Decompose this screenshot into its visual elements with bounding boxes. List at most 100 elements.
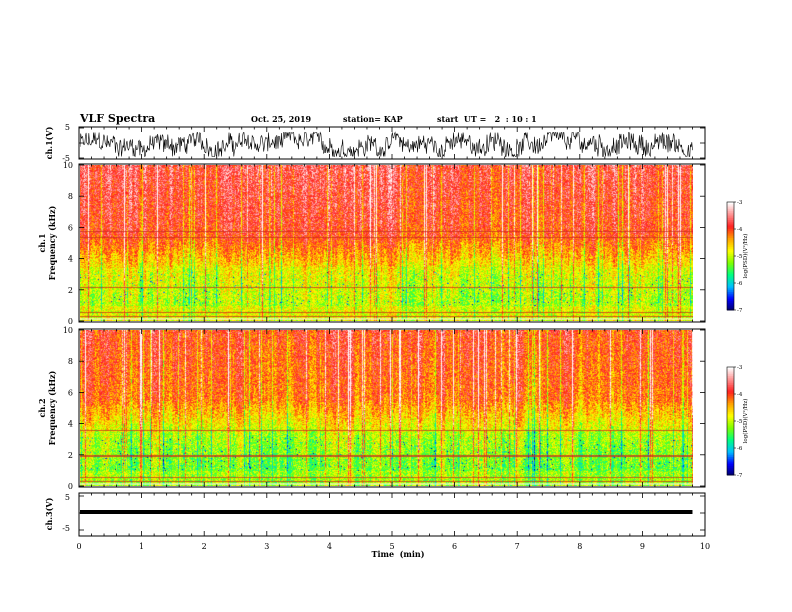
colorbar-tick-label: -5 [737, 254, 743, 260]
colorbar-tick-label: -5 [737, 419, 743, 425]
colorbar-swatch [727, 410, 734, 413]
colorbar-swatch [727, 401, 734, 404]
colorbar-swatch [727, 257, 734, 261]
colorbar-swatch [727, 214, 734, 217]
x-tick-label: 8 [577, 542, 582, 551]
colorbar-swatch [727, 424, 734, 427]
colorbar-swatch [727, 381, 734, 384]
y-tick-label: 10 [63, 326, 73, 335]
ch2-spectrogram-ylabel-frequency: Frequency (kHz) [47, 370, 57, 445]
colorbar-swatch [727, 449, 734, 453]
colorbar-swatch [727, 203, 734, 207]
colorbar-tick-label: -3 [737, 200, 743, 206]
colorbar-swatch [727, 297, 734, 300]
ch1-waveform-trace [80, 131, 693, 158]
colorbar-swatch [727, 304, 734, 307]
colorbar-swatch [727, 205, 734, 208]
colorbar-swatch [727, 377, 734, 381]
colorbar-tick-label: -3 [737, 365, 743, 371]
colorbar-swatch [727, 266, 734, 270]
colorbar-swatch [727, 374, 734, 377]
colorbar-swatch [727, 284, 734, 288]
colorbar-swatch [727, 392, 734, 395]
colorbar-swatch [727, 457, 734, 460]
colorbar-swatch [727, 467, 734, 471]
colorbar-swatch [727, 383, 734, 386]
colorbar-swatch [727, 277, 734, 280]
colorbar-swatch [727, 218, 734, 221]
ch3-ytick-bottom: -5 [62, 524, 70, 533]
colorbar-swatch [727, 417, 734, 420]
colorbar-swatch [727, 413, 734, 417]
colorbar-swatch [727, 421, 734, 424]
colorbar-swatch [727, 256, 734, 259]
colorbar-swatch [727, 211, 734, 214]
ch1-spectrogram-image [80, 165, 693, 321]
ch1-spectrogram-ylabel-channel: ch.1 [37, 233, 47, 252]
ch1-spectrogram-ylabel-frequency: Frequency (kHz) [47, 205, 57, 280]
colorbar-swatch [727, 446, 734, 449]
colorbar-swatch [727, 227, 734, 230]
colorbar-swatch [727, 301, 734, 304]
x-tick-label: 4 [327, 542, 332, 551]
colorbar-swatch [727, 376, 734, 379]
colorbar-swatch [727, 263, 734, 266]
colorbar-swatch [727, 220, 734, 223]
y-tick-label: 6 [68, 388, 73, 397]
ch2-colorbar: -3 -4 -5 -6 -7 log(PSD)(V²/Hz) [726, 365, 749, 479]
figure-title: VLF Spectra [79, 112, 155, 125]
ch1-waveform-path [80, 131, 693, 158]
ch1-spectrogram-panel: 0 2 4 6 8 10 ch.1 Frequency (kHz) [37, 161, 706, 326]
y-tick-label: 8 [68, 192, 73, 201]
colorbar-swatch [727, 259, 734, 262]
colorbar-swatch [727, 428, 734, 431]
colorbar-swatch [727, 230, 734, 234]
colorbar-swatch [727, 268, 734, 271]
ch3-ytick-top: 5 [65, 493, 70, 502]
colorbar-swatch [727, 439, 734, 442]
colorbar-swatch [727, 430, 734, 433]
colorbar-swatch [727, 370, 734, 373]
colorbar-label: log(PSD)(V²/Hz) [742, 234, 749, 279]
colorbar-swatch [727, 283, 734, 286]
y-tick-label: 10 [63, 161, 73, 170]
colorbar-swatch [727, 473, 734, 476]
colorbar-swatch [727, 216, 734, 219]
station-label: station= KAP [343, 114, 403, 124]
ch1-ylabel: ch.1(V) [44, 126, 54, 159]
ch1-ytick-top: 5 [65, 123, 70, 132]
colorbar-swatch [727, 286, 734, 289]
colorbar-swatch [727, 212, 734, 216]
colorbar-swatch [727, 394, 734, 397]
colorbar-swatch [727, 232, 734, 235]
colorbar-swatch [727, 462, 734, 465]
colorbar-swatch [727, 408, 734, 411]
colorbar-swatch [727, 223, 734, 226]
ch1-colorbar: -3 -4 -5 -6 -7 log(PSD)(V²/Hz) [726, 200, 749, 314]
colorbar-swatch [727, 422, 734, 426]
colorbar-swatch [727, 431, 734, 435]
colorbar-swatch [727, 299, 734, 302]
y-tick-label: 2 [68, 286, 73, 295]
colorbar-swatch [727, 202, 734, 205]
colorbar-swatch [727, 426, 734, 429]
colorbar-swatch [727, 274, 734, 277]
colorbar-swatch [727, 397, 734, 400]
colorbar-swatch [727, 247, 734, 250]
colorbar-swatch [727, 469, 734, 472]
colorbar-swatch [727, 290, 734, 293]
colorbar-swatch [727, 455, 734, 458]
colorbar-swatch [727, 471, 734, 474]
ch2-spectrogram-ylabel-channel: ch.2 [37, 398, 47, 417]
y-tick-label: 6 [68, 223, 73, 232]
colorbar-tick-label: -4 [737, 227, 743, 233]
colorbar-swatch [727, 412, 734, 415]
colorbar-swatch [727, 225, 734, 228]
ch3-waveform-panel: 5 -5 ch.3(V) [44, 492, 706, 537]
colorbar-swatch [727, 406, 734, 409]
colorbar-swatch [727, 209, 734, 212]
x-tick-label: 3 [264, 542, 269, 551]
colorbar-swatch [727, 248, 734, 252]
x-tick-label: 7 [515, 542, 520, 551]
